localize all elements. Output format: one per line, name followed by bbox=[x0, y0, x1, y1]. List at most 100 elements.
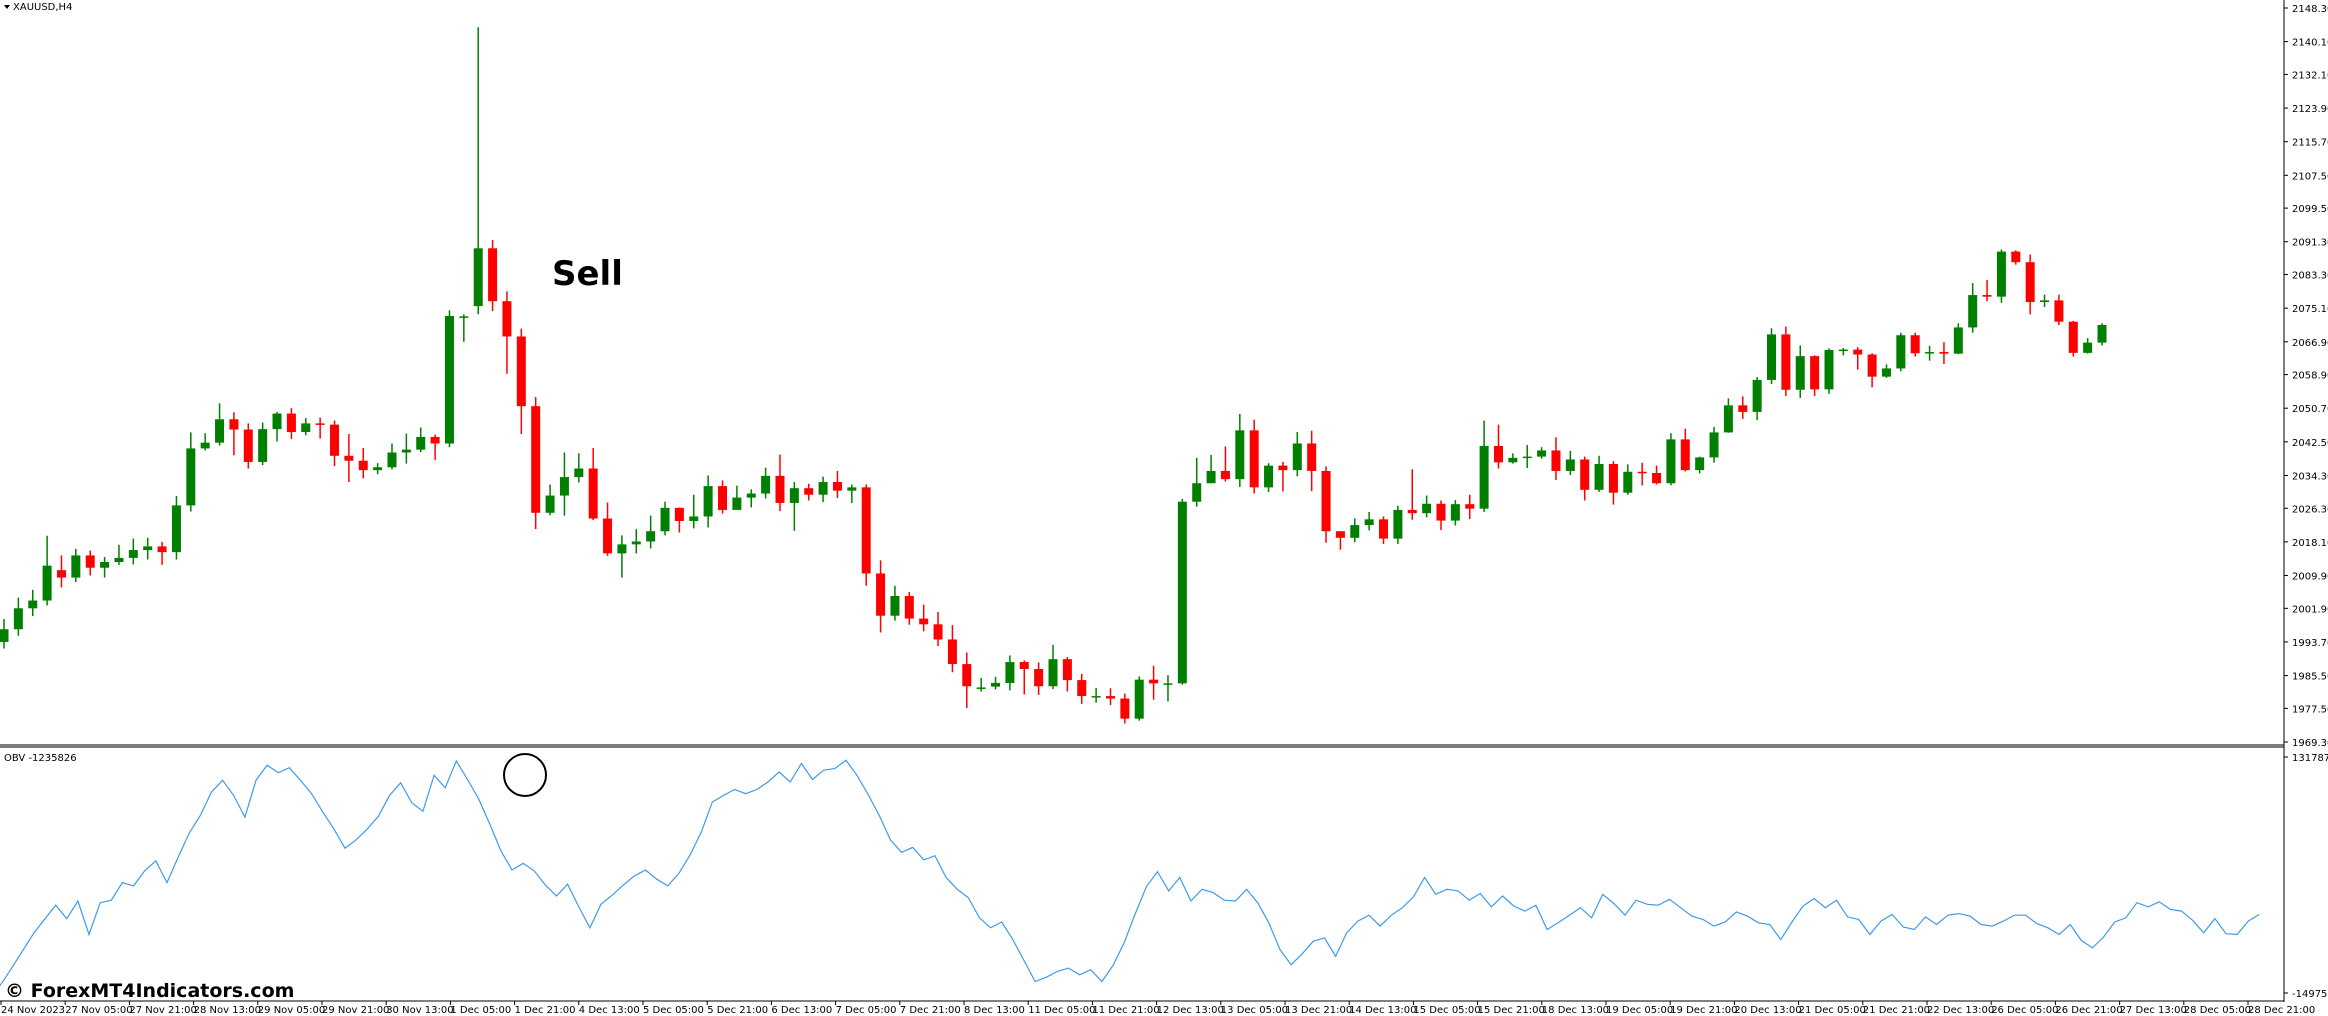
bear-candle-body bbox=[1867, 354, 1877, 377]
bear-candle-body bbox=[1637, 471, 1647, 474]
bull-candle-body bbox=[1623, 471, 1633, 493]
bull-candle-body bbox=[1594, 463, 1604, 490]
bear-candle-body bbox=[919, 618, 929, 625]
bear-candle-body bbox=[1307, 443, 1317, 471]
bull-candle-body bbox=[559, 477, 569, 496]
price-tick-label: 2050.70 bbox=[2292, 404, 2328, 415]
time-tick-label: 14 Dec 13:00 bbox=[1349, 1005, 1416, 1016]
time-tick-label: 11 Dec 05:00 bbox=[1028, 1005, 1095, 1016]
bull-candle-body bbox=[0, 629, 9, 642]
bull-candle-body bbox=[1522, 456, 1532, 459]
price-tick-label: 2099.50 bbox=[2292, 204, 2328, 215]
bear-candle-body bbox=[2068, 321, 2078, 353]
bull-candle-body bbox=[171, 505, 181, 553]
price-tick-label: 2115.70 bbox=[2292, 138, 2328, 149]
obv-tick-label: -1497592 bbox=[2292, 989, 2328, 1000]
bull-candle-body bbox=[1838, 349, 1848, 352]
time-tick-label: 22 Dec 13:00 bbox=[1927, 1005, 1994, 1016]
main-price-pane[interactable]: XAUUSD,H4 Sell bbox=[0, 2, 2107, 724]
time-tick-label: 13 Dec 05:00 bbox=[1221, 1005, 1288, 1016]
bear-candle-body bbox=[85, 555, 95, 568]
obv-indicator-pane[interactable]: OBV -1235826 © ForexMT4Indicators.com bbox=[0, 753, 2260, 1002]
bull-candle-body bbox=[1508, 457, 1518, 463]
bear-candle-body bbox=[1220, 470, 1230, 480]
bear-candle-body bbox=[904, 596, 914, 619]
bear-candle-body bbox=[1982, 295, 1992, 297]
bull-candle-body bbox=[545, 495, 555, 513]
bear-candle-body bbox=[1853, 349, 1863, 355]
pane-separator[interactable] bbox=[0, 744, 2284, 748]
bull-candle-body bbox=[1709, 432, 1719, 458]
bull-candle-body bbox=[617, 544, 627, 554]
bull-candle-body bbox=[1422, 503, 1432, 514]
price-tick-label: 2066.90 bbox=[2292, 338, 2328, 349]
bear-candle-body bbox=[1810, 356, 1820, 390]
bull-candle-body bbox=[631, 541, 641, 545]
bull-candle-body bbox=[444, 315, 454, 444]
time-tick-label: 15 Dec 05:00 bbox=[1413, 1005, 1480, 1016]
bull-candle-body bbox=[1666, 439, 1676, 484]
bear-candle-body bbox=[718, 486, 727, 510]
price-tick-label: 2083.30 bbox=[2292, 271, 2328, 282]
price-tick-label: 1977.50 bbox=[2292, 704, 2328, 715]
price-tick-label: 2018.10 bbox=[2292, 538, 2328, 549]
bull-candle-body bbox=[13, 608, 23, 630]
bull-candle-body bbox=[574, 468, 584, 478]
bull-candle-body bbox=[746, 493, 756, 498]
bull-candle-body bbox=[42, 565, 52, 601]
time-tick-label: 4 Dec 13:00 bbox=[579, 1005, 640, 1016]
bear-candle-body bbox=[861, 487, 871, 574]
price-tick-label: 2001.90 bbox=[2292, 604, 2328, 615]
bull-candle-body bbox=[215, 419, 225, 443]
bull-candle-body bbox=[2040, 300, 2050, 303]
bear-candle-body bbox=[876, 573, 886, 616]
bear-candle-body bbox=[1652, 473, 1662, 484]
bear-candle-body bbox=[603, 518, 613, 554]
bull-candle-body bbox=[1896, 335, 1906, 369]
bear-candle-body bbox=[1149, 679, 1159, 684]
bear-candle-body bbox=[358, 460, 368, 471]
time-tick-label: 29 Nov 05:00 bbox=[258, 1005, 325, 1016]
time-tick-label: 1 Dec 05:00 bbox=[450, 1005, 511, 1016]
price-ticks: 2148.30 2140.10 2132.10 2123.90 2115.70 2107.… bbox=[2284, 4, 2328, 749]
bull-candle-body bbox=[789, 488, 799, 503]
time-tick-label: 26 Dec 21:00 bbox=[2055, 1005, 2122, 1016]
time-tick-label: 21 Dec 05:00 bbox=[1799, 1005, 1866, 1016]
bull-candle-body bbox=[416, 436, 426, 450]
time-tick-label: 26 Dec 05:00 bbox=[1991, 1005, 2058, 1016]
bear-candle-body bbox=[2011, 251, 2021, 263]
price-scale[interactable]: 2148.30 2140.10 2132.10 2123.90 2115.70 2107.… bbox=[2283, 0, 2328, 1002]
bull-candle-body bbox=[459, 316, 469, 318]
bull-candle-body bbox=[186, 448, 196, 506]
time-tick-label: 5 Dec 21:00 bbox=[707, 1005, 768, 1016]
bull-candle-body bbox=[28, 600, 38, 609]
bear-candle-body bbox=[1939, 352, 1949, 354]
time-tick-label: 20 Dec 13:00 bbox=[1734, 1005, 1801, 1016]
triangle-down-icon[interactable] bbox=[4, 5, 10, 9]
peak-highlight-circle bbox=[503, 753, 547, 797]
price-tick-label: 2026.30 bbox=[2292, 504, 2328, 515]
bull-candle-body bbox=[301, 423, 311, 432]
bear-candle-body bbox=[315, 423, 325, 425]
bear-candle-body bbox=[1105, 696, 1115, 699]
indicator-title: OBV -1235826 bbox=[4, 753, 77, 764]
time-tick-label: 27 Nov 05:00 bbox=[65, 1005, 132, 1016]
bull-candle-body bbox=[890, 596, 900, 616]
bull-candle-body bbox=[991, 682, 1001, 687]
time-tick-label: 12 Dec 13:00 bbox=[1157, 1005, 1224, 1016]
bear-candle-body bbox=[1321, 470, 1331, 532]
bull-candle-body bbox=[660, 507, 670, 532]
bull-candle-body bbox=[143, 546, 153, 551]
time-tick-label: 7 Dec 05:00 bbox=[836, 1005, 897, 1016]
time-tick-label: 6 Dec 13:00 bbox=[771, 1005, 832, 1016]
bull-candle-body bbox=[473, 248, 483, 307]
bull-candle-body bbox=[1393, 509, 1403, 539]
bull-candle-body bbox=[1752, 379, 1762, 412]
bear-candle-body bbox=[243, 429, 253, 462]
bull-candle-body bbox=[1350, 525, 1360, 538]
bull-candle-body bbox=[114, 557, 124, 562]
